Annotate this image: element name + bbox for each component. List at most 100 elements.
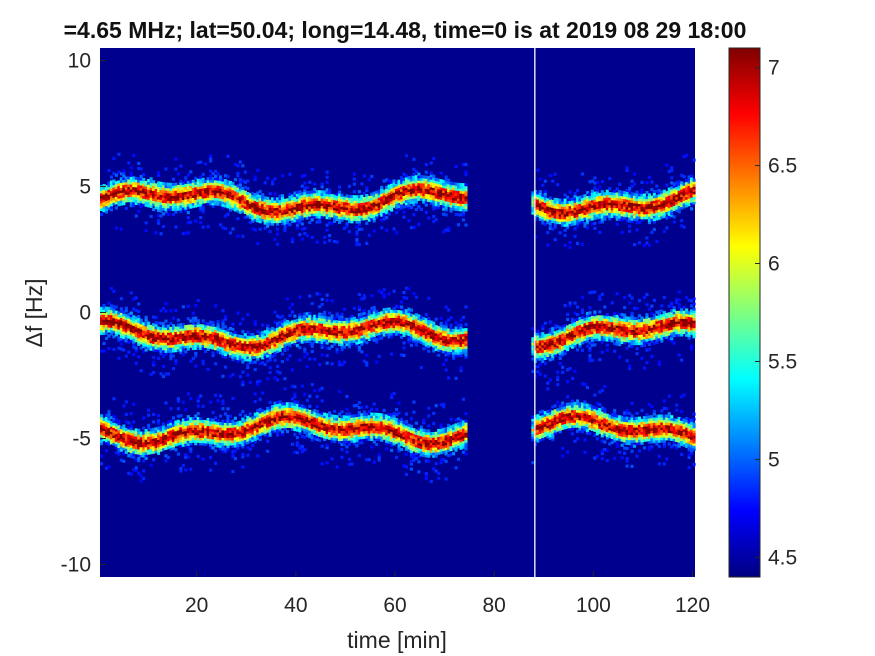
heatmap-cell xyxy=(236,194,240,198)
heatmap-cell xyxy=(372,338,376,342)
heatmap-cell xyxy=(395,203,399,207)
heatmap-cell xyxy=(295,443,299,447)
heatmap-cell xyxy=(362,217,366,221)
heatmap-cell xyxy=(342,322,347,327)
heatmap-cell xyxy=(174,326,178,330)
heatmap-cell xyxy=(310,205,314,209)
heatmap-cell xyxy=(100,187,104,191)
heatmap-cell xyxy=(107,326,111,331)
heatmap-cell xyxy=(412,319,416,323)
heatmap-cell xyxy=(107,324,111,328)
heatmap-cell xyxy=(199,193,203,197)
heatmap-cell xyxy=(372,440,376,444)
heatmap-cell xyxy=(414,429,418,433)
heatmap-cell xyxy=(228,354,232,358)
heatmap-cell xyxy=(159,435,163,440)
heatmap-cell xyxy=(377,334,381,338)
heatmap-cell xyxy=(104,416,109,420)
heatmap-cell xyxy=(295,334,299,338)
heatmap-cell xyxy=(127,181,131,185)
heatmap-cell xyxy=(380,193,384,197)
heatmap-cell xyxy=(149,340,153,344)
heatmap-cell xyxy=(417,177,421,181)
heatmap-cell xyxy=(263,213,267,218)
heatmap-cell xyxy=(352,329,356,333)
heatmap-cell xyxy=(266,336,270,340)
heatmap-cell xyxy=(231,439,235,443)
heatmap-cell xyxy=(251,219,255,223)
heatmap-cell xyxy=(246,373,250,377)
heatmap-cell xyxy=(276,227,280,231)
heatmap-cell xyxy=(117,447,121,451)
heatmap-cell xyxy=(357,313,361,317)
heatmap-cell xyxy=(119,319,123,323)
heatmap-cell xyxy=(228,347,232,351)
heatmap-cell xyxy=(154,331,158,335)
heatmap-cell xyxy=(248,205,252,209)
heatmap-cell xyxy=(112,427,116,431)
heatmap-cell xyxy=(397,179,401,183)
heatmap-cell xyxy=(127,186,131,190)
heatmap-cell xyxy=(132,455,136,459)
heatmap-cell xyxy=(236,441,240,445)
heatmap-cell xyxy=(288,414,292,418)
heatmap-cell xyxy=(352,326,356,331)
heatmap-cell xyxy=(315,292,319,296)
heatmap-cell xyxy=(100,202,104,207)
heatmap-cell xyxy=(367,205,371,210)
heatmap-cell xyxy=(308,409,312,413)
heatmap-cell xyxy=(238,205,242,209)
heatmap-cell xyxy=(149,428,153,432)
heatmap-cell xyxy=(256,411,260,415)
heatmap-cell xyxy=(137,431,141,435)
heatmap-cell xyxy=(377,420,381,424)
heatmap-cell xyxy=(137,187,141,191)
heatmap-cell xyxy=(345,317,349,321)
heatmap-cell xyxy=(330,434,334,438)
heatmap-cell xyxy=(288,192,292,196)
heatmap-cell xyxy=(263,430,267,434)
heatmap-cell xyxy=(303,330,307,334)
heatmap-cell xyxy=(328,421,332,425)
heatmap-cell xyxy=(233,441,237,446)
heatmap-cell xyxy=(370,195,374,199)
heatmap-cell xyxy=(310,190,314,194)
heatmap-cell xyxy=(152,355,156,359)
heatmap-cell xyxy=(414,182,418,186)
heatmap-cell xyxy=(253,322,257,326)
heatmap-cell xyxy=(236,341,240,345)
heatmap-cell xyxy=(104,192,109,196)
heatmap-cell xyxy=(355,416,359,420)
heatmap-cell xyxy=(409,318,413,322)
heatmap-cell xyxy=(137,454,141,458)
heatmap-cell xyxy=(278,202,282,206)
heatmap-cell xyxy=(119,433,123,437)
heatmap-cell xyxy=(325,430,329,435)
heatmap-cell xyxy=(290,207,294,211)
heatmap-cell xyxy=(323,315,327,320)
heatmap-cell xyxy=(370,407,374,411)
heatmap-cell xyxy=(263,330,267,334)
heatmap-cell xyxy=(112,414,116,418)
heatmap-cell xyxy=(395,435,399,439)
heatmap-cell xyxy=(380,438,384,442)
heatmap-cell xyxy=(122,320,126,324)
heatmap-cell xyxy=(342,325,347,329)
heatmap-cell xyxy=(295,216,299,220)
heatmap-cell xyxy=(323,427,327,431)
heatmap-cell xyxy=(181,194,185,198)
heatmap-cell xyxy=(328,411,332,415)
heatmap-cell xyxy=(226,185,230,189)
heatmap-cell xyxy=(372,310,376,315)
heatmap-cell xyxy=(124,400,128,404)
heatmap-cell xyxy=(166,445,171,449)
heatmap-cell xyxy=(335,195,339,199)
heatmap-cell xyxy=(204,342,208,346)
heatmap-cell xyxy=(206,430,210,434)
heatmap-cell xyxy=(352,321,356,325)
heatmap-cell xyxy=(166,430,171,434)
heatmap-cell xyxy=(112,179,116,183)
heatmap-cell xyxy=(228,437,232,441)
heatmap-cell xyxy=(276,327,280,331)
heatmap-cell xyxy=(308,404,312,408)
